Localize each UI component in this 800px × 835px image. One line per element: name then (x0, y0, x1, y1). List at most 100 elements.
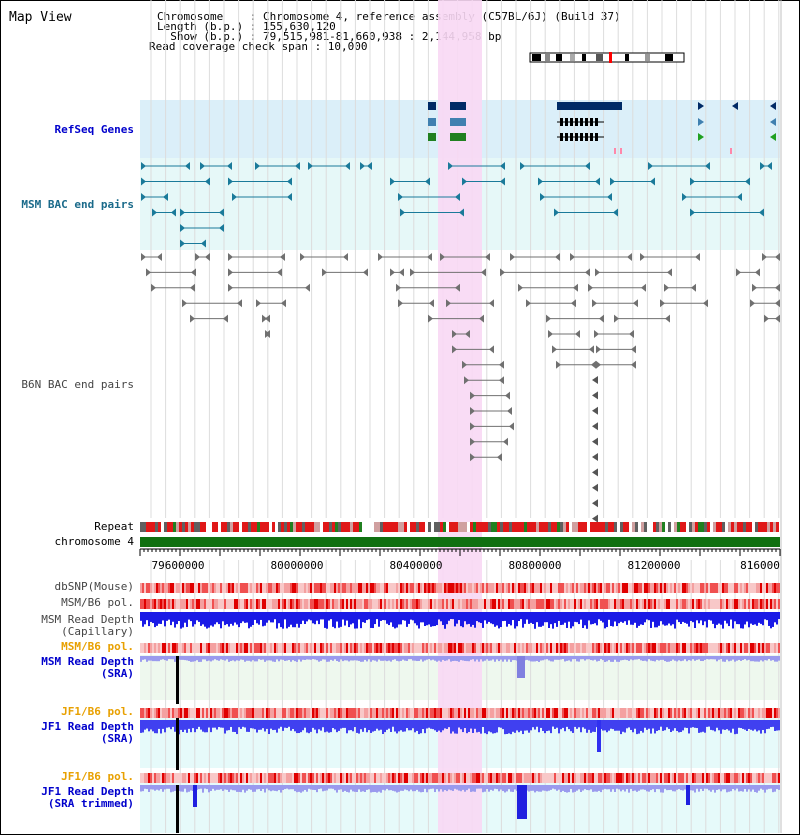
msm-b6-pol-cell (528, 599, 530, 609)
jf1-b6-pol-trim-cell (524, 773, 526, 783)
jf1-depth-trim-bar (512, 785, 514, 792)
msm-depth-capillary-bar (438, 612, 440, 620)
jf1-b6-pol-trim-cell (198, 773, 200, 783)
msm-b6-pol-sra-cell (442, 643, 444, 653)
msm-b6-pol-sra-cell (624, 643, 626, 653)
msm-b6-pol-sra-cell (548, 643, 550, 653)
jf1-b6-pol-trim-cell (356, 773, 358, 783)
b6n-bac-pair-end (470, 453, 475, 462)
msm-b6-pol-cell (500, 599, 502, 609)
b6n-bac-pair-end (462, 360, 467, 369)
msm-b6-pol-sra-cell (402, 643, 404, 653)
dbsnp-heat-cell (456, 583, 458, 593)
jf1-b6-pol-cell (404, 708, 406, 718)
b6n-bac-pair-end (596, 360, 601, 369)
jf1-depth-sra-bar (440, 720, 442, 733)
jf1-depth-sra-bar (492, 720, 494, 734)
msm-depth-capillary-bar (774, 612, 776, 623)
jf1-b6-pol-cell (592, 708, 594, 718)
dbsnp-heat-cell (754, 583, 756, 593)
jf1-depth-sra-bar (694, 720, 696, 728)
msm-depth-sra-bar (358, 656, 360, 661)
msm-b6-pol-cell (604, 599, 606, 609)
msm-depth-capillary-bar (490, 612, 492, 624)
msm-b6-pol-sra-cell (342, 643, 344, 653)
msm-depth-capillary-bar (572, 612, 574, 627)
msm-b6-pol-cell (680, 599, 682, 609)
msm-depth-sra-bar (766, 656, 768, 661)
jf1-b6-pol-trim-cell (484, 773, 486, 783)
jf1-b6-pol-cell (518, 708, 520, 718)
jf1-b6-pol-cell (276, 708, 278, 718)
msm-b6-pol-cell (214, 599, 216, 609)
msm-depth-capillary-bar (566, 612, 568, 628)
jf1-b6-pol-cell (310, 708, 312, 718)
dbsnp-heat-cell (174, 583, 176, 593)
jf1-depth-trim-bar (446, 785, 448, 792)
msm-b6-pol-sra-cell (704, 643, 706, 653)
repeat-element (686, 522, 689, 532)
msm-depth-sra-bar (686, 656, 688, 662)
dbsnp-heat-cell (200, 583, 202, 593)
jf1-depth-trim-bar (474, 785, 476, 792)
msm-b6-pol-cell (710, 599, 712, 609)
b6n-bac-pair-end (489, 345, 494, 354)
msm-depth-capillary-bar (246, 612, 248, 623)
dbsnp-heat-cell (446, 583, 448, 593)
repeat-element (485, 522, 488, 532)
msm-depth-sra-bar (506, 656, 508, 662)
msm-b6-pol-cell (210, 599, 212, 609)
msm-b6-pol-cell (512, 599, 514, 609)
dbsnp-heat-cell (560, 583, 562, 593)
dbsnp-heat-cell (734, 583, 736, 593)
msm-b6-pol-sra-cell (512, 643, 514, 653)
msm-depth-capillary-bar (542, 612, 544, 626)
msm-b6-pol-cell (488, 599, 490, 609)
msm-b6-pol-sra-cell (728, 643, 730, 653)
jf1-b6-pol-cell (720, 708, 722, 718)
repeat-element (590, 522, 593, 532)
jf1-b6-pol-cell (706, 708, 708, 718)
msm-b6-pol-sra-cell (662, 643, 664, 653)
msm-b6-pol-sra-cell (524, 643, 526, 653)
repeat-element (362, 522, 365, 532)
jf1-depth-sra-bar (376, 720, 378, 729)
jf1-depth-trim-bar (682, 785, 684, 791)
dbsnp-heat-cell (620, 583, 622, 593)
dbsnp-heat-cell (458, 583, 460, 593)
jf1-b6-pol-cell (180, 708, 182, 718)
dbsnp-heat-cell (596, 583, 598, 593)
jf1-depth-sra-bar (258, 720, 260, 730)
b6n-bac-end (592, 468, 598, 477)
msm-depth-capillary-bar (596, 612, 598, 626)
msm-b6-pol-sra-cell (654, 643, 656, 653)
jf1-depth-trim-bar (650, 785, 652, 791)
jf1-b6-pol-trim-cell (660, 773, 662, 783)
dbsnp-heat-cell (758, 583, 760, 593)
b6n-bac-pair-end (399, 268, 404, 277)
msm-depth-capillary-bar (346, 612, 348, 621)
msm-depth-capillary-bar (260, 612, 262, 620)
b6n-bac-pair-end (428, 314, 433, 323)
msm-depth-sra-bar (648, 656, 650, 660)
msm-depth-sra-bar (214, 656, 216, 660)
dbsnp-heat-cell (716, 583, 718, 593)
jf1-depth-sra-bar (220, 720, 222, 728)
msm-depth-sra-bar (572, 656, 574, 660)
msm-b6-pol-sra-cell (676, 643, 678, 653)
msm-b6-pol-cell (522, 599, 524, 609)
msm-b6-pol-sra-cell (578, 643, 580, 653)
jf1-b6-pol-trim-cell (710, 773, 712, 783)
b6n-bac-label[interactable]: B6N BAC end pairs (21, 378, 134, 391)
msm-b6-pol-cell (358, 599, 360, 609)
msm-bac-label[interactable]: MSM BAC end pairs (21, 198, 134, 211)
msm-b6-pol-sra-cell (530, 643, 532, 653)
refseq-genes-label[interactable]: RefSeq Genes (54, 123, 134, 136)
msm-b6-pol-sra-cell (672, 643, 674, 653)
jf1-depth-trim-bar (714, 785, 716, 793)
jf1-b6-pol-trim-cell (622, 773, 624, 783)
jf1-depth-sra-bar (434, 720, 436, 731)
jf1-b6-pol-trim-cell (400, 773, 402, 783)
msm-b6-pol-cell (650, 599, 652, 609)
